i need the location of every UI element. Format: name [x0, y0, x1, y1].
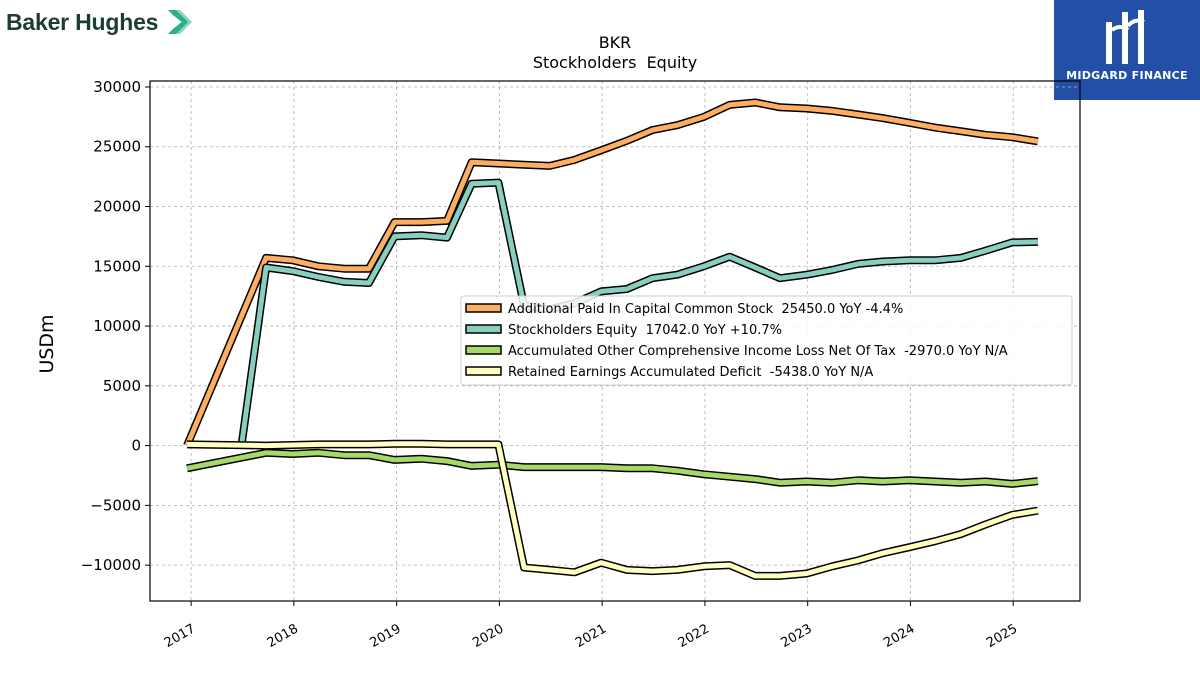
legend-swatch-1	[465, 303, 502, 313]
series-1-line	[184, 100, 1039, 447]
y-tick-label: 0	[131, 437, 141, 455]
x-tick-label: 2020	[470, 621, 506, 651]
x-tick-label: 2017	[162, 621, 198, 651]
y-tick-label: 30000	[93, 78, 141, 96]
chevron-logo-icon	[168, 10, 193, 34]
legend-box	[460, 295, 1073, 386]
y-tick-label: 10000	[93, 317, 141, 335]
brand-logo-icon	[1106, 10, 1145, 64]
x-tick-label: 2022	[676, 621, 712, 651]
y-tick-label: −5000	[90, 496, 141, 514]
brand-name: MIDGARD FINANCE	[1066, 69, 1188, 82]
x-tick-label: 2021	[573, 621, 609, 651]
y-axis-label: USDm	[36, 314, 58, 373]
series-4-line	[186, 441, 1039, 579]
legend-label-2: Stockholders Equity 17042.0 YoY +10.7%	[508, 323, 782, 338]
legend-swatch-2	[465, 324, 502, 334]
x-tick-label: 2018	[265, 621, 301, 651]
company-logo: Baker Hughes	[6, 4, 206, 40]
legend-label-4: Retained Earnings Accumulated Deficit -5…	[508, 365, 873, 380]
y-tick-label: 20000	[93, 198, 141, 216]
y-tick-label: −10000	[81, 556, 141, 574]
chart-title: BKR	[599, 33, 632, 52]
brand-badge: MIDGARD FINANCE	[1054, 0, 1200, 100]
legend-swatch-4	[465, 366, 502, 376]
y-tick-label: 5000	[103, 377, 141, 395]
y-tick-label: 25000	[93, 138, 141, 156]
x-tick-label: 2023	[779, 621, 815, 651]
x-tick-label: 2019	[367, 621, 403, 651]
y-tick-label: 15000	[93, 257, 141, 275]
legend-swatch-3	[465, 345, 502, 355]
series-layer	[183, 98, 1039, 580]
plot-frame	[149, 80, 1081, 602]
chart-subtitle: Stockholders Equity	[533, 53, 697, 72]
series-3-line	[186, 450, 1039, 487]
company-name: Baker Hughes	[6, 8, 159, 35]
x-tick-label: 2024	[881, 621, 917, 651]
x-tick-label: 2025	[984, 621, 1020, 651]
legend: Additional Paid In Capital Common Stock …	[460, 295, 1073, 386]
legend-label-1: Additional Paid In Capital Common Stock …	[508, 302, 903, 317]
series-2-line	[239, 180, 1038, 446]
legend-label-3: Accumulated Other Comprehensive Income L…	[508, 344, 1008, 359]
